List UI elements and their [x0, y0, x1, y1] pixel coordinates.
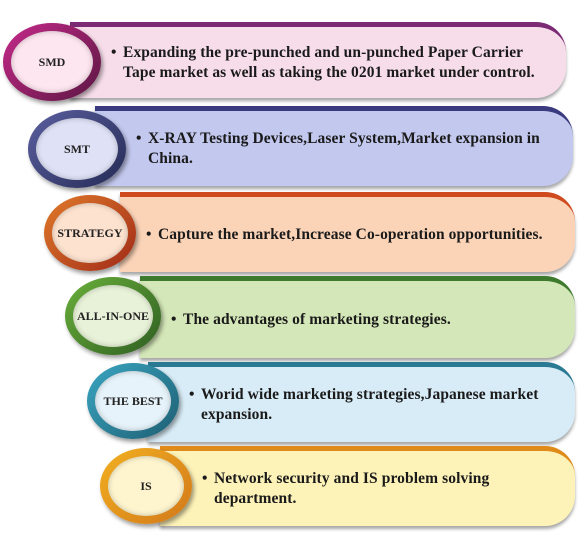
description-bar: • Network security and IS problem solving… — [160, 446, 575, 526]
category-label: IS — [108, 456, 184, 516]
description-bar: • The advantages of marketing strategies. — [140, 276, 575, 358]
description-label: Expanding the pre-punched and un-punched… — [123, 43, 535, 81]
bullet-icon: • — [136, 129, 142, 147]
category-label: STRATEGY — [52, 203, 128, 263]
category-label: SMT — [36, 118, 118, 180]
description-text: • Expanding the pre-punched and un-punche… — [70, 43, 554, 83]
description-label: Network security and IS problem solving … — [214, 469, 490, 507]
description-text: • Capture the market,Increase Co-operatio… — [120, 225, 563, 245]
description-text: • X-RAY Testing Devices,Laser System,Mark… — [95, 129, 561, 169]
description-text: • Worid wide marketing strategies,Japanes… — [148, 385, 563, 425]
description-label: Worid wide marketing strategies,Japanese… — [201, 385, 539, 423]
description-bar: • Expanding the pre-punched and un-punche… — [70, 22, 566, 98]
description-label: X-RAY Testing Devices,Laser System,Marke… — [148, 129, 540, 167]
bullet-icon: • — [171, 310, 177, 328]
category-label: SMD — [11, 31, 93, 93]
category-badge: ALL-IN-ONE — [65, 277, 161, 355]
description-text: • The advantages of marketing strategies. — [140, 310, 563, 330]
description-bar: • Worid wide marketing strategies,Japanes… — [148, 362, 575, 442]
category-label: ALL-IN-ONE — [73, 285, 153, 347]
description-label: The advantages of marketing strategies. — [183, 310, 451, 328]
category-badge: SMT — [28, 110, 126, 188]
bullet-icon: • — [202, 469, 208, 487]
description-bar: • X-RAY Testing Devices,Laser System,Mark… — [95, 106, 573, 186]
category-badge: IS — [100, 448, 192, 524]
bullet-icon: • — [146, 225, 152, 243]
description-bar: • Capture the market,Increase Co-operatio… — [120, 192, 575, 272]
bullet-icon: • — [189, 385, 195, 403]
bullet-icon: • — [111, 43, 117, 61]
category-badge: THE BEST — [87, 363, 179, 439]
category-label: THE BEST — [95, 371, 171, 431]
description-text: • Network security and IS problem solving… — [160, 469, 563, 509]
category-badge: SMD — [3, 23, 101, 101]
description-label: Capture the market,Increase Co-operation… — [158, 225, 543, 243]
category-badge: STRATEGY — [44, 195, 136, 271]
